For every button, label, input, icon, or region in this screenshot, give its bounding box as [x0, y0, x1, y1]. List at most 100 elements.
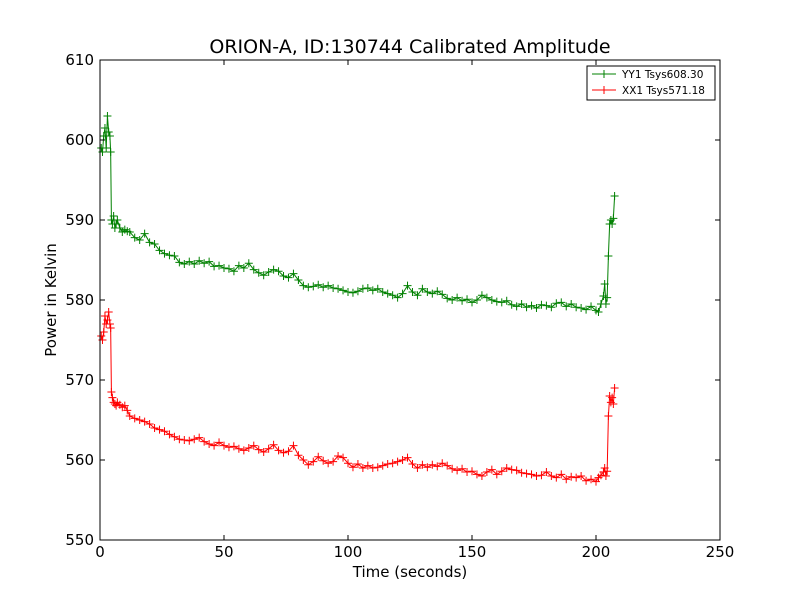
data-point-marker [145, 420, 154, 428]
y-tick-label: 560 [65, 451, 94, 469]
data-point-marker [215, 438, 224, 447]
legend: YY1 Tsys608.30 XX1 Tsys571.18 [586, 65, 716, 101]
y-axis-title: Power in Kelvin [42, 243, 60, 357]
data-point-marker [610, 384, 619, 392]
data-point-marker [244, 259, 253, 268]
data-point-marker [135, 416, 144, 424]
data-point-marker [562, 302, 571, 311]
legend-item-0: YY1 Tsys608.30 [592, 69, 703, 81]
y-tick-label: 580 [65, 291, 94, 309]
data-point-marker [542, 301, 551, 310]
data-point-marker [259, 271, 268, 280]
data-point-marker [264, 268, 273, 276]
data-point-marker [314, 280, 323, 289]
data-point-marker [547, 472, 556, 480]
data-point-marker [249, 265, 258, 274]
data-point-marker [103, 112, 112, 120]
data-point-marker [334, 284, 343, 293]
chart-title: ORION-A, ID:130744 Calibrated Amplitude [209, 36, 610, 58]
data-point-marker [601, 300, 610, 308]
data-point-marker [567, 300, 576, 308]
data-point-marker [502, 464, 511, 472]
data-point-marker [125, 228, 134, 236]
data-point-marker [259, 448, 268, 456]
data-point-marker [604, 412, 613, 420]
data-point-marker [185, 436, 194, 445]
data-point-marker [180, 436, 189, 444]
data-point-marker [205, 257, 214, 266]
data-point-marker [155, 246, 164, 255]
data-point-marker [438, 459, 447, 468]
y-tick-label: 570 [65, 371, 94, 389]
data-point-marker [403, 453, 412, 462]
data-point-marker [517, 468, 526, 477]
data-point-marker [155, 425, 164, 434]
series-0 [97, 112, 619, 316]
data-point-marker [274, 267, 283, 276]
series-line [100, 311, 616, 483]
data-point-marker [125, 412, 134, 420]
data-point-marker [433, 462, 442, 471]
data-point-marker [112, 401, 121, 410]
data-point-marker [398, 289, 407, 298]
data-point-marker [572, 303, 581, 312]
data-point-marker [557, 298, 566, 307]
data-point-marker [512, 302, 521, 311]
data-point-marker [453, 293, 462, 302]
x-axis-title: Time (seconds) [352, 563, 468, 581]
data-point-marker [319, 456, 328, 465]
data-point-marker [487, 296, 496, 304]
data-point-marker [299, 456, 308, 464]
data-point-marker [140, 417, 149, 426]
data-point-marker [339, 286, 348, 295]
data-point-marker [403, 281, 412, 290]
data-point-marker [599, 292, 608, 300]
data-point-marker [309, 457, 318, 466]
data-point-marker [468, 298, 476, 307]
data-point-marker [195, 433, 204, 442]
data-point-marker [477, 472, 486, 480]
y-tick-label: 610 [65, 51, 94, 69]
data-point-marker [279, 448, 288, 457]
data-point-marker [324, 459, 333, 468]
data-point-marker [244, 444, 253, 452]
data-point-marker [224, 443, 233, 452]
data-point-marker [492, 297, 501, 306]
data-point-marker [507, 465, 516, 474]
data-point-marker [610, 192, 619, 200]
data-point-marker [185, 257, 194, 266]
x-tick-label: 50 [214, 543, 233, 561]
data-point-marker [200, 437, 209, 446]
data-point-marker [344, 459, 352, 468]
data-point-marker [175, 258, 184, 267]
y-tick-label: 600 [65, 131, 94, 149]
data-point-marker [165, 251, 174, 260]
data-point-marker [170, 432, 179, 441]
data-point-marker [109, 212, 118, 220]
series-1 [97, 308, 619, 486]
data-point-marker [572, 473, 581, 482]
data-point-marker [557, 470, 566, 479]
data-point-marker [105, 132, 114, 140]
legend-label: YY1 Tsys608.30 [621, 69, 703, 81]
data-point-marker [522, 469, 531, 478]
series-line [100, 115, 616, 313]
x-tick-label: 0 [95, 543, 105, 561]
data-point-marker [363, 284, 372, 292]
data-point-marker [527, 301, 536, 310]
data-point-marker [106, 324, 115, 332]
data-point-marker [140, 229, 149, 238]
data-point-marker [289, 269, 298, 278]
data-point-marker [497, 298, 506, 307]
data-point-marker [378, 461, 387, 470]
data-point-marker [99, 328, 108, 336]
data-point-marker [130, 414, 139, 423]
data-point-marker [339, 453, 348, 462]
data-point-marker [215, 261, 224, 270]
data-point-marker [443, 294, 452, 303]
data-point-marker [344, 288, 352, 296]
data-point-marker [468, 467, 476, 476]
data-point-marker [368, 286, 377, 295]
x-tick-label: 250 [706, 543, 735, 561]
